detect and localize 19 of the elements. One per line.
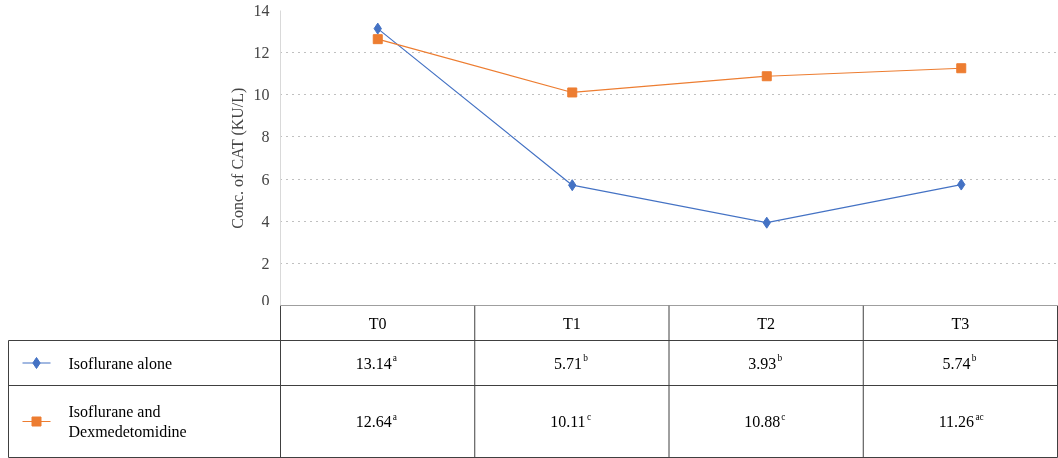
- point: [372, 34, 383, 45]
- y-tick-label: 12: [253, 44, 270, 62]
- y-tick-label: 0: [261, 291, 270, 309]
- x-tick-label: T0: [368, 314, 387, 332]
- legend-label: Isoflurane alone: [68, 354, 173, 372]
- y-tick-label: 6: [261, 170, 270, 188]
- point: [956, 63, 967, 74]
- point: [567, 87, 578, 98]
- y-tick-label: 4: [261, 212, 270, 230]
- y-axis-title: Conc. of CAT (KU/L): [228, 87, 247, 229]
- y-tick-label: 14: [253, 2, 270, 19]
- point: [761, 71, 772, 82]
- x-tick-label: T2: [757, 314, 776, 332]
- x-tick-label: T3: [951, 314, 970, 332]
- x-tick-label: T1: [562, 314, 581, 332]
- legend-label: Isoflurane and Dexmedetomidine: [68, 402, 187, 441]
- y-tick-label: 2: [261, 254, 270, 272]
- y-tick-label: 10: [253, 86, 270, 104]
- y-tick-label: 8: [261, 128, 270, 146]
